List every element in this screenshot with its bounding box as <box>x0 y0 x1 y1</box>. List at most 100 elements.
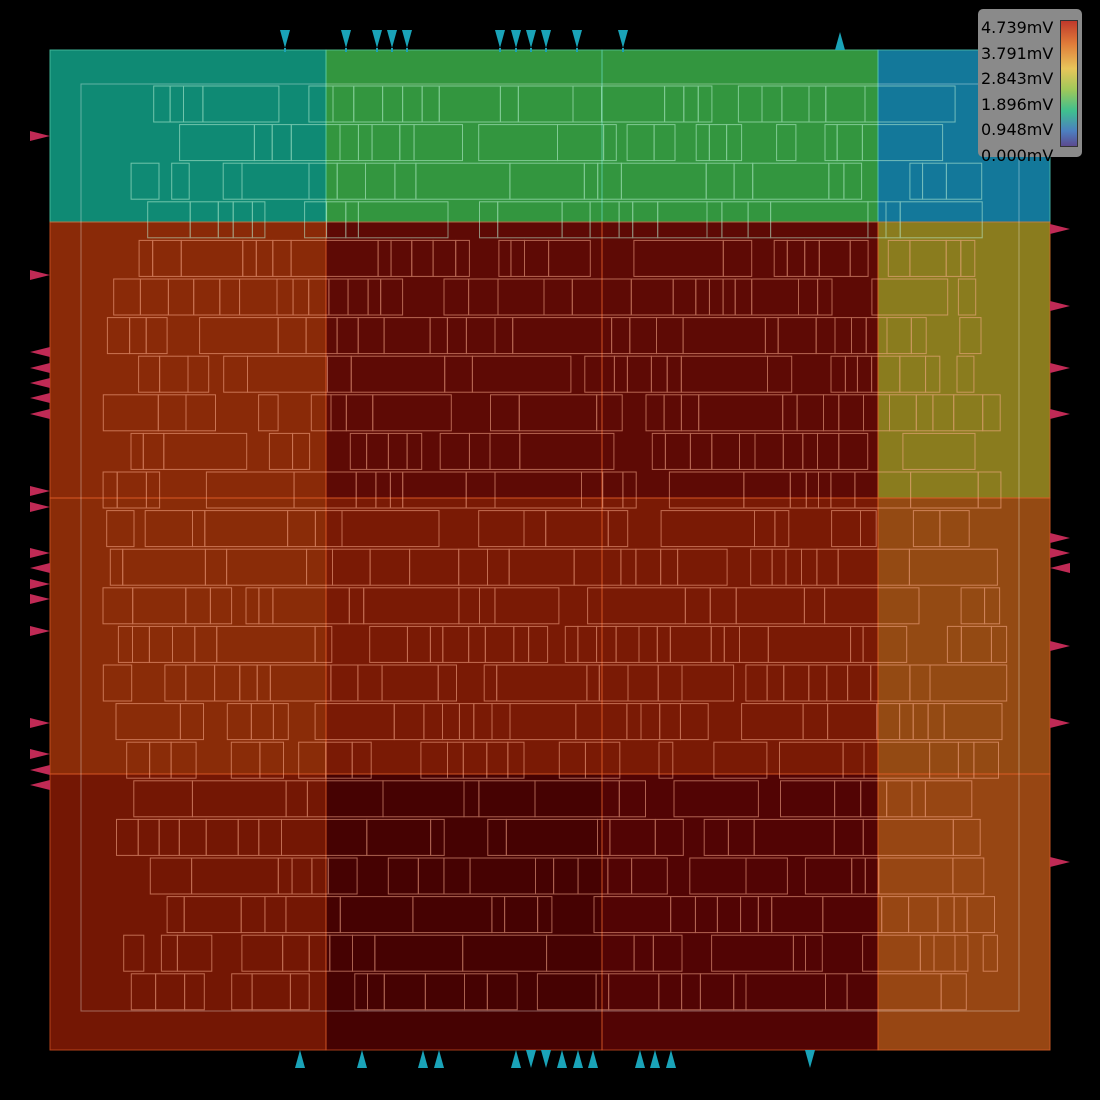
standard-cell <box>871 278 949 316</box>
top-pin <box>387 30 397 48</box>
top-pin <box>372 30 382 48</box>
standard-cell <box>977 471 1002 509</box>
bottom-pin <box>635 1050 645 1068</box>
bottom-pin <box>650 1050 660 1068</box>
left-pin <box>30 579 50 589</box>
heatmap-cells <box>49 49 1051 1051</box>
right-pin <box>1050 533 1070 543</box>
standard-cell <box>176 934 213 972</box>
standard-cell <box>864 85 956 123</box>
standard-cell <box>607 510 629 548</box>
standard-cell <box>862 625 908 663</box>
standard-cell <box>631 857 668 895</box>
top-pin <box>526 30 536 48</box>
standard-cell <box>351 741 372 779</box>
standard-cell <box>584 741 621 779</box>
standard-cell <box>952 818 981 856</box>
top-pin <box>402 30 412 48</box>
left-pin <box>30 131 50 141</box>
left-pin <box>30 502 50 512</box>
standard-cell <box>372 394 452 432</box>
standard-cell <box>471 355 572 393</box>
standard-cell <box>925 355 941 393</box>
standard-cell <box>327 857 358 895</box>
standard-cell <box>258 394 279 432</box>
left-pin <box>30 718 50 728</box>
heatmap-cell <box>601 773 879 1051</box>
standard-cell <box>537 896 553 934</box>
standard-cell <box>956 355 975 393</box>
top-pin-stub <box>530 48 532 52</box>
standard-cell <box>939 510 970 548</box>
legend-color-bar <box>1060 20 1078 147</box>
standard-cell <box>123 934 145 972</box>
standard-cell <box>860 510 877 548</box>
left-pin <box>30 270 50 280</box>
left-pin <box>30 378 50 388</box>
standard-cell <box>486 973 518 1011</box>
standard-cell <box>622 471 637 509</box>
standard-cell <box>653 124 676 162</box>
standard-cell <box>170 741 197 779</box>
standard-cell <box>945 162 983 200</box>
standard-cell <box>494 587 560 625</box>
standard-cell <box>596 394 623 432</box>
right-pin <box>1050 363 1070 373</box>
standard-cell <box>940 973 967 1011</box>
standard-cell <box>805 934 823 972</box>
legend-label: 2.843mV <box>981 69 1054 88</box>
standard-cell <box>910 317 927 355</box>
top-pin <box>572 30 582 48</box>
standard-cell <box>548 239 591 277</box>
standard-cell <box>982 394 1001 432</box>
legend-label-min: 0.000mV <box>981 146 1054 165</box>
top-pin <box>511 30 521 48</box>
left-pin <box>30 765 50 775</box>
bottom-pin <box>666 1050 676 1068</box>
top-pin-stub <box>515 48 517 52</box>
bottom-pin <box>557 1050 567 1068</box>
standard-cell <box>528 625 549 663</box>
heatmap-cell <box>49 773 327 1051</box>
standard-cell <box>902 432 976 470</box>
standard-cell <box>380 278 404 316</box>
left-pin <box>30 563 50 573</box>
standard-cell <box>984 587 1001 625</box>
standard-cell <box>924 780 973 818</box>
standard-cell <box>145 317 168 355</box>
top-pin <box>835 32 845 50</box>
standard-cell <box>202 85 280 123</box>
top-pin <box>495 30 505 48</box>
legend-label: 3.791mV <box>981 44 1054 63</box>
top-pin-stub <box>622 48 624 52</box>
standard-cell <box>824 587 920 625</box>
bottom-pin <box>295 1050 305 1068</box>
bottom-pin <box>357 1050 367 1068</box>
heatmap-cell <box>49 497 327 775</box>
standard-cell <box>722 239 753 277</box>
right-pin <box>1050 857 1070 867</box>
core-boundary <box>80 83 1020 1012</box>
standard-cell <box>966 896 996 934</box>
standard-cell <box>618 780 646 818</box>
standard-cell <box>776 124 797 162</box>
top-pin-stub <box>545 48 547 52</box>
standard-cell <box>745 857 788 895</box>
standard-cells <box>102 85 1008 1011</box>
bottom-pin <box>511 1050 521 1068</box>
left-pin <box>30 486 50 496</box>
left-pin <box>30 393 50 403</box>
standard-cell <box>774 510 790 548</box>
standard-cell <box>991 625 1008 663</box>
top-pin <box>341 30 351 48</box>
standard-cell <box>209 587 233 625</box>
legend-label: 0.948mV <box>981 120 1054 139</box>
heatmap-cell <box>325 221 603 499</box>
standard-cell <box>817 278 833 316</box>
legend-label: 1.896mV <box>981 95 1054 114</box>
standard-cell <box>145 471 161 509</box>
standard-cell <box>357 201 449 239</box>
standard-cell <box>184 973 205 1011</box>
heatmap-cell <box>325 49 603 223</box>
